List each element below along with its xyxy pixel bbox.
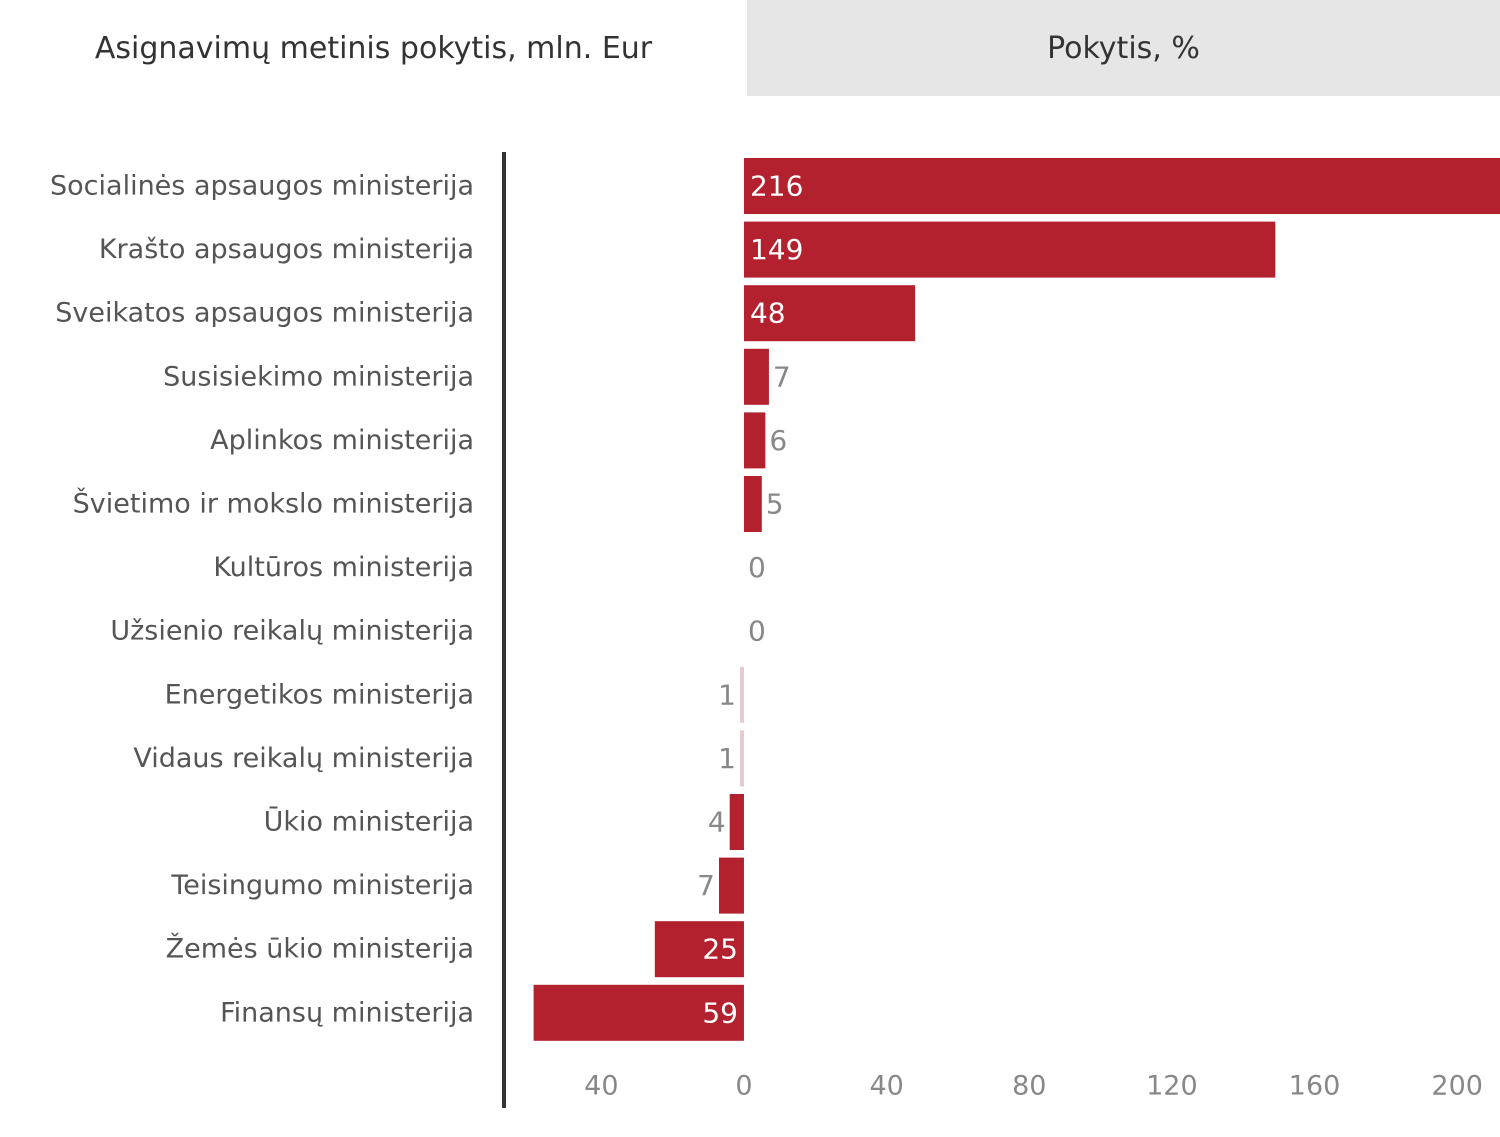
- data-label: 59: [702, 996, 738, 1029]
- data-label: 5: [766, 488, 784, 521]
- category-label: Vidaus reikalų ministerija: [133, 743, 474, 774]
- bar: [743, 158, 1500, 214]
- bar: [743, 285, 916, 342]
- bar: [743, 476, 762, 532]
- category-label: Užsienio reikalų ministerija: [110, 616, 474, 647]
- data-label: 1: [718, 678, 736, 711]
- data-label: 7: [773, 360, 791, 393]
- category-label: Ūkio ministerija: [264, 807, 474, 838]
- data-label: 7: [697, 869, 715, 902]
- bar: [729, 794, 744, 850]
- bar: [739, 730, 744, 787]
- category-label: Krašto apsaugos ministerija: [99, 234, 474, 265]
- data-label: 48: [750, 297, 786, 330]
- x-tick-label: 200: [1431, 1071, 1483, 1102]
- data-label: 6: [769, 424, 787, 457]
- category-label: Finansų ministerija: [220, 997, 474, 1028]
- category-label: Susisiekimo ministerija: [163, 361, 474, 392]
- category-label: Sveikatos apsaugos ministerija: [55, 298, 474, 329]
- data-label: 4: [708, 806, 726, 839]
- bar: [533, 984, 744, 1041]
- tab-annual-change-label: Asignavimų metinis pokytis, mln. Eur: [94, 30, 653, 66]
- data-label: 0: [748, 615, 766, 648]
- x-tick-label: 40: [869, 1071, 903, 1102]
- category-label: Kultūros ministerija: [213, 552, 474, 583]
- category-label: Švietimo ir mokslo ministerija: [73, 488, 474, 520]
- x-tick-label: 120: [1146, 1071, 1198, 1102]
- x-tick-label: 80: [1012, 1071, 1046, 1102]
- data-label: 0: [748, 551, 766, 584]
- bar: [654, 921, 744, 978]
- bar: [719, 857, 744, 914]
- data-label: 216: [750, 170, 803, 203]
- bar: [743, 221, 1276, 278]
- x-tick-label: 40: [584, 1071, 618, 1102]
- data-label: 25: [702, 933, 738, 966]
- bar: [743, 348, 769, 405]
- tab-annual-change-mln-eur[interactable]: Asignavimų metinis pokytis, mln. Eur: [0, 0, 747, 96]
- data-label: 1: [718, 742, 736, 775]
- x-tick-label: 0: [735, 1071, 752, 1102]
- bar: [743, 412, 766, 469]
- data-label: 149: [750, 233, 803, 266]
- category-label: Socialinės apsaugos ministerija: [50, 171, 474, 202]
- category-label: Energetikos ministerija: [165, 679, 474, 710]
- tab-bar: Asignavimų metinis pokytis, mln. Eur Pok…: [0, 0, 1500, 96]
- bar-chart: Socialinės apsaugos ministerija 216 Krašto…: [50, 152, 1500, 1108]
- category-label: Aplinkos ministerija: [210, 425, 474, 456]
- tab-change-percent-label: Pokytis, %: [1047, 30, 1200, 66]
- category-label: Teisingumo ministerija: [170, 870, 474, 901]
- x-tick-label: 160: [1289, 1071, 1341, 1102]
- bar: [739, 666, 744, 723]
- category-label: Žemės ūkio ministerija: [166, 933, 474, 965]
- tab-change-percent[interactable]: Pokytis, %: [747, 0, 1500, 96]
